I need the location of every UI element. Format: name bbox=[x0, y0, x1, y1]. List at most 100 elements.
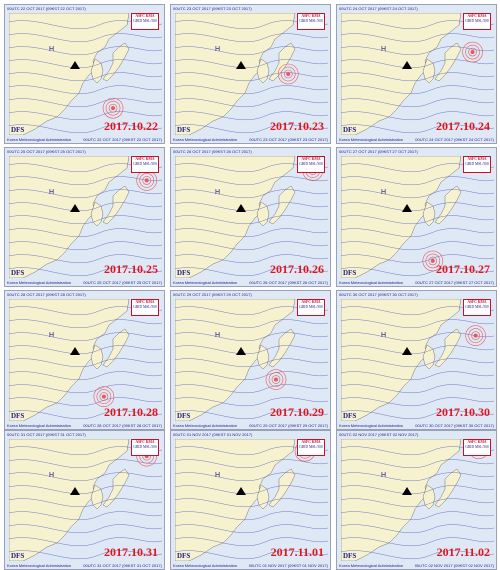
panel-footer-time: 00UTC 22 OCT 2017 (09KST 22 OCT 2017) bbox=[83, 137, 162, 142]
isobar-line bbox=[341, 72, 494, 82]
isobar-line bbox=[175, 550, 328, 560]
high-pressure-icon: H bbox=[49, 46, 54, 53]
agency-footer: Korea Meteorological Administration bbox=[7, 423, 72, 428]
isobar-line bbox=[175, 59, 328, 69]
isobar-line bbox=[175, 111, 328, 121]
high-pressure-icon: H bbox=[381, 472, 386, 479]
isobar-line bbox=[9, 189, 162, 199]
synoptic-map: H bbox=[175, 13, 328, 135]
logo-line-1: ASFC KMA bbox=[301, 157, 321, 161]
dfs-label: DFS bbox=[177, 269, 191, 277]
triangle-marker-icon bbox=[70, 347, 80, 355]
agency-footer: Korea Meteorological Administration bbox=[173, 280, 238, 285]
kma-logo: ASFC KMA GRID MSL/500 bbox=[297, 299, 325, 316]
dfs-label: DFS bbox=[343, 412, 357, 420]
isobar-line bbox=[341, 241, 494, 251]
map-date-label: 2017.10.29 bbox=[270, 405, 324, 419]
agency-footer: Korea Meteorological Administration bbox=[7, 563, 72, 568]
isobar-line bbox=[341, 228, 494, 238]
synoptic-map: H bbox=[175, 439, 328, 561]
low-pressure-isobar bbox=[283, 69, 293, 79]
triangle-marker-icon bbox=[402, 487, 412, 495]
high-pressure-icon: H bbox=[215, 472, 220, 479]
isobar-line bbox=[175, 524, 328, 534]
isobar-line bbox=[175, 371, 328, 381]
japan-islands bbox=[268, 328, 296, 368]
panel-footer-time: 00UTC 23 OCT 2017 (09KST 23 OCT 2017) bbox=[249, 137, 328, 142]
synoptic-map: H bbox=[341, 156, 494, 278]
japan-islands bbox=[434, 328, 462, 368]
triangle-marker-icon bbox=[236, 347, 246, 355]
low-pressure-isobar bbox=[465, 325, 486, 346]
isobar-line bbox=[9, 176, 162, 186]
panel-header-time: 00UTC 01 NOV 2017 (09KST 01 NOV 2017) bbox=[173, 432, 253, 437]
panel-footer-time: 00UTC 02 NOV 2017 (09KST 02 NOV 2017) bbox=[414, 563, 494, 568]
isobar-line bbox=[175, 345, 328, 355]
map-date-label: 2017.10.28 bbox=[104, 405, 158, 419]
low-pressure-icon bbox=[101, 394, 106, 399]
kma-logo: ASFC KMA GRID MSL/500 bbox=[131, 299, 159, 316]
logo-line-2: GRID MSL/500 bbox=[465, 161, 489, 166]
map-date-label: 2017.10.26 bbox=[270, 262, 324, 276]
isobar-line bbox=[341, 384, 494, 394]
weather-map-panel: 00UTC 01 NOV 2017 (09KST 01 NOV 2017) H AS… bbox=[170, 430, 331, 570]
korean-peninsula bbox=[422, 484, 436, 510]
low-pressure-isobar bbox=[96, 389, 112, 404]
logo-line-2: GRID MSL/500 bbox=[465, 444, 489, 449]
low-pressure-icon bbox=[470, 50, 475, 55]
isobar-line bbox=[9, 511, 162, 521]
isobar-line bbox=[9, 472, 162, 482]
isobar-line bbox=[341, 215, 494, 225]
agency-footer: Korea Meteorological Administration bbox=[173, 423, 238, 428]
low-pressure-isobar bbox=[102, 97, 124, 119]
panel-header-time: 00UTC 27 OCT 2017 (09KST 27 OCT 2017) bbox=[339, 149, 418, 154]
map-date-label: 2017.11.01 bbox=[270, 545, 324, 559]
low-pressure-icon bbox=[111, 106, 116, 111]
agency-footer: Korea Meteorological Administration bbox=[339, 563, 404, 568]
isobar-line bbox=[175, 319, 328, 329]
isobar-line bbox=[175, 202, 328, 212]
isobar-line bbox=[175, 228, 328, 238]
isobar-line bbox=[175, 85, 328, 95]
logo-line-1: ASFC KMA bbox=[301, 14, 321, 18]
low-pressure-isobar bbox=[277, 63, 299, 85]
isobar-line bbox=[341, 459, 494, 469]
panel-footer-time: 00UTC 01 NOV 2017 (09KST 01 NOV 2017) bbox=[248, 563, 328, 568]
isobar-line bbox=[341, 111, 494, 121]
panel-footer-time: 00UTC 30 OCT 2017 (09KST 30 OCT 2017) bbox=[415, 423, 494, 428]
synoptic-map: H bbox=[175, 299, 328, 421]
dfs-label: DFS bbox=[177, 412, 191, 420]
panel-header-time: 00UTC 25 OCT 2017 (09KST 25 OCT 2017) bbox=[7, 149, 86, 154]
low-pressure-isobar bbox=[468, 47, 477, 57]
panel-header-time: 00UTC 02 NOV 2017 (09KST 02 NOV 2017) bbox=[339, 432, 419, 437]
isobar-line bbox=[341, 410, 494, 420]
isobar-line bbox=[9, 410, 162, 420]
isobar-line bbox=[9, 459, 162, 469]
isobar-line bbox=[9, 524, 162, 534]
agency-footer: Korea Meteorological Administration bbox=[339, 423, 404, 428]
logo-line-1: ASFC KMA bbox=[467, 440, 487, 444]
isobar-line bbox=[9, 397, 162, 407]
isobar-line bbox=[341, 189, 494, 199]
japan-islands bbox=[434, 185, 462, 225]
panel-header-time: 00UTC 29 OCT 2017 (09KST 29 OCT 2017) bbox=[173, 292, 252, 297]
triangle-marker-icon bbox=[70, 204, 80, 212]
low-pressure-isobar bbox=[99, 392, 109, 401]
low-pressure-isobar bbox=[462, 41, 483, 63]
isobar-line bbox=[9, 345, 162, 355]
logo-line-1: ASFC KMA bbox=[301, 440, 321, 444]
low-pressure-icon bbox=[430, 258, 435, 263]
japan-islands bbox=[434, 42, 462, 82]
dfs-label: DFS bbox=[343, 552, 357, 560]
korean-peninsula bbox=[90, 344, 104, 370]
dfs-label: DFS bbox=[11, 412, 25, 420]
weather-map-panel: 00UTC 25 OCT 2017 (09KST 25 OCT 2017) H AS… bbox=[4, 147, 165, 287]
triangle-marker-icon bbox=[402, 204, 412, 212]
triangle-marker-icon bbox=[236, 204, 246, 212]
low-pressure-isobar bbox=[108, 103, 118, 113]
low-pressure-isobar bbox=[142, 176, 151, 185]
isobar-line bbox=[341, 371, 494, 381]
panel-header-time: 00UTC 30 OCT 2017 (09KST 30 OCT 2017) bbox=[339, 292, 418, 297]
kma-logo: ASFC KMA GRID MSL/500 bbox=[463, 13, 491, 30]
isobar-line bbox=[341, 550, 494, 560]
